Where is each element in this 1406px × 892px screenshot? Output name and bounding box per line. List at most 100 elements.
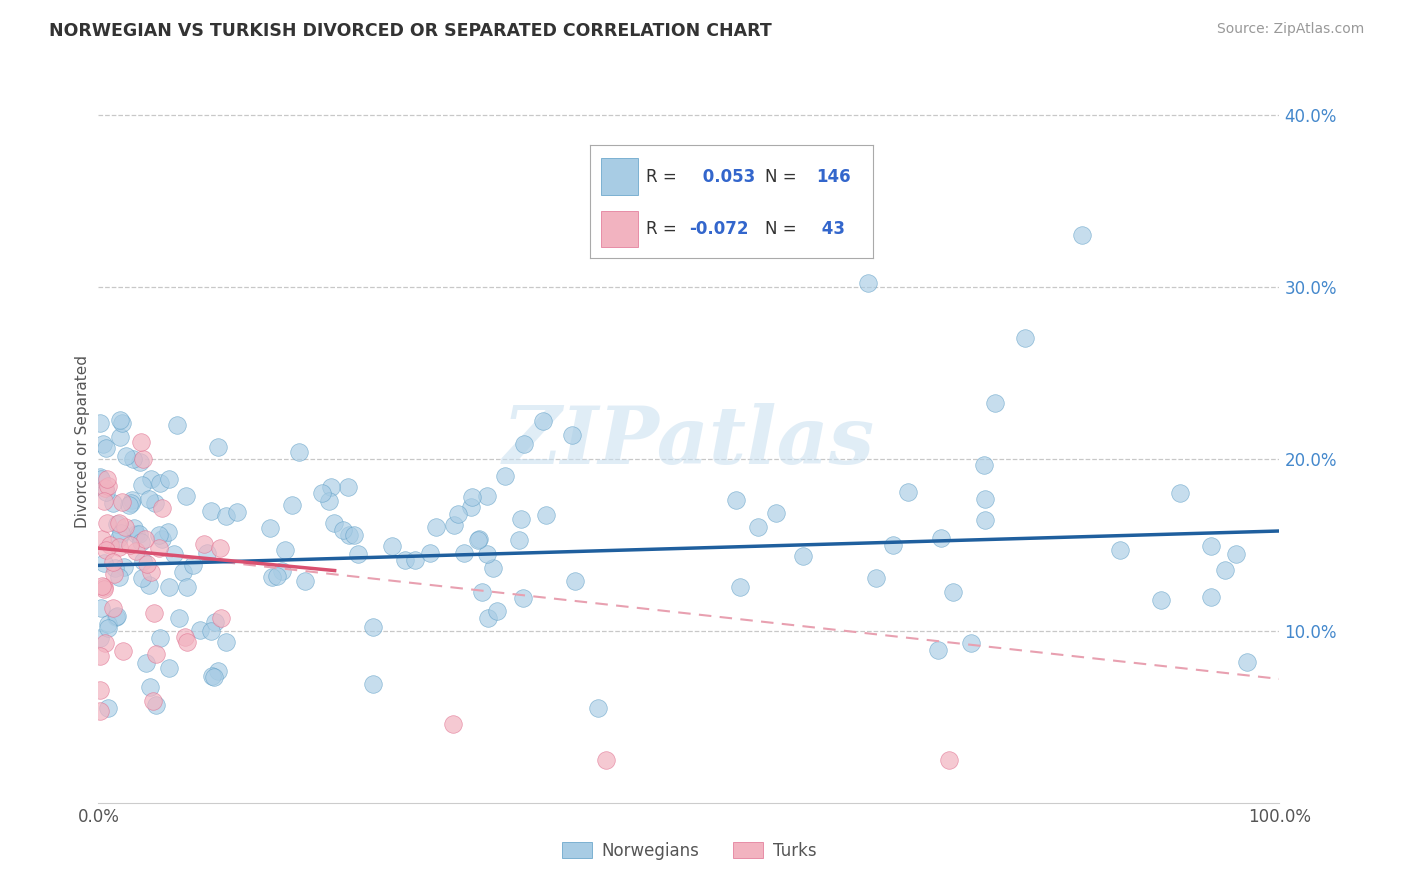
Point [157,661,180,675]
Point [125,544,148,558]
Point [132,451,155,466]
Point [111,495,134,509]
Point [111,643,134,657]
Point [531,414,554,428]
Point [108,531,131,545]
Point [534,508,557,523]
Point [166,418,188,433]
Point [97,616,120,631]
Point [138,578,160,592]
Point [111,416,134,430]
Point [475,489,498,503]
Point [139,565,162,579]
Point [114,520,136,534]
Point [110,413,132,427]
Point [984,395,1007,409]
Point [929,531,952,545]
Point [105,609,128,624]
Point [419,546,441,560]
Point [865,571,887,585]
Point [118,538,141,552]
Point [595,753,617,767]
Point [145,496,167,510]
Point [381,539,404,553]
Text: ZIPatlas: ZIPatlas [503,403,875,480]
Point [765,506,787,520]
Point [688,156,710,170]
Point [1168,486,1191,500]
Point [260,569,283,583]
Point [122,521,145,535]
Point [145,647,167,661]
Point [96,542,118,557]
Y-axis label: Divorced or Separated: Divorced or Separated [75,355,90,528]
Point [343,528,366,542]
Point [927,643,949,657]
Point [1213,563,1236,577]
Point [125,527,148,541]
Point [485,604,508,618]
Point [882,537,904,551]
Point [361,620,384,634]
Point [193,537,215,551]
Point [494,469,516,483]
Point [132,554,155,568]
FancyBboxPatch shape [602,159,638,194]
Point [131,534,153,549]
Point [157,472,180,486]
Point [318,494,340,508]
Point [129,434,152,449]
Point [96,516,118,531]
Point [183,558,205,572]
Point [321,481,343,495]
Point [149,476,172,491]
Point [101,600,124,615]
Text: NORWEGIAN VS TURKISH DIVORCED OR SEPARATED CORRELATION CHART: NORWEGIAN VS TURKISH DIVORCED OR SEPARAT… [49,22,772,40]
Point [209,610,232,624]
Point [475,547,498,561]
Point [394,553,416,567]
Point [288,445,311,459]
Point [1225,547,1247,561]
Point [294,574,316,588]
Text: -0.072: -0.072 [689,219,748,237]
Point [207,440,229,454]
Point [90,601,112,615]
Point [467,533,489,547]
Point [195,546,218,560]
Point [447,507,470,521]
Point [897,484,920,499]
Point [215,635,238,649]
Point [142,694,165,708]
Point [270,564,292,578]
Point [363,676,385,690]
Text: Source: ZipAtlas.com: Source: ZipAtlas.com [1216,22,1364,37]
Point [942,585,965,599]
Point [131,478,153,492]
Point [97,701,120,715]
Point [97,621,120,635]
Point [93,582,115,597]
Point [174,489,197,503]
Point [509,512,531,526]
Point [974,513,997,527]
Point [204,615,226,629]
Point [145,698,167,713]
Point [105,517,128,532]
Point [460,500,482,515]
Point [588,701,610,715]
Point [101,555,124,569]
Point [121,493,143,508]
Point [105,610,128,624]
Point [172,565,194,579]
Point [90,532,112,546]
Point [200,504,222,518]
Point [336,480,359,494]
Point [200,624,222,638]
Point [266,568,288,582]
Point [202,670,225,684]
Point [91,579,114,593]
Point [93,493,115,508]
Text: 43: 43 [817,219,845,237]
Point [938,753,960,767]
